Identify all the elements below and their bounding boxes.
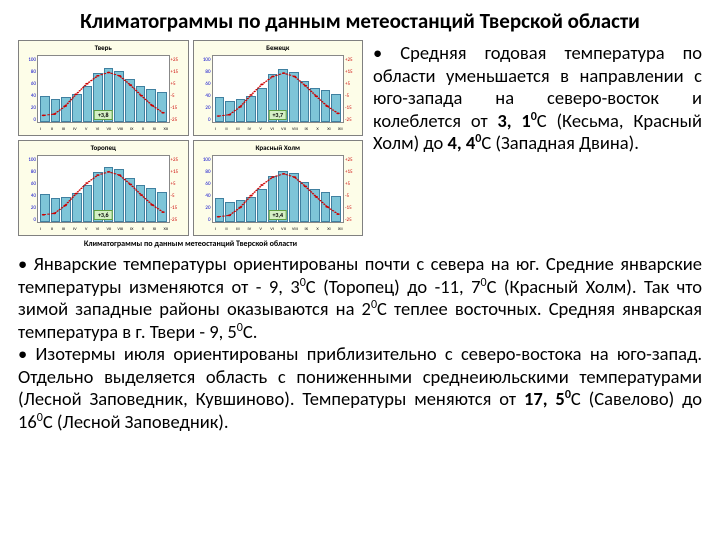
x-axis-months: IIIIIIIVVVIVIIVIIIIXXXIXII (210, 227, 347, 235)
climatogram-0: Тверь100806040200 +3,8 +25+15+5-5-15-25III… (18, 40, 189, 136)
chart-title: Бежецк (196, 43, 361, 52)
y-axis-temp: +25+15+5-5-15-25 (344, 53, 360, 131)
climatogram-2: Торопец100806040200 +3,6 +25+15+5-5-15-25I… (18, 140, 189, 236)
climatogram-3: Красный Холм100806040200 +3,4 +25+15+5-5-1… (193, 140, 364, 236)
y-axis-temp: +25+15+5-5-15-25 (170, 53, 186, 131)
avg-temp-badge: +3,8 (94, 110, 113, 120)
y-axis-temp: +25+15+5-5-15-25 (344, 153, 360, 231)
right-bullet-text: • Средняя годовая температура по области… (373, 40, 702, 249)
x-axis-months: IIIIIIIVVVIVIIVIIIIXXXIXII (210, 127, 347, 135)
climatogram-1: Бежецк100806040200 +3,7 +25+15+5-5-15-25II… (193, 40, 364, 136)
plot-area: +3,6 (37, 155, 170, 223)
avg-temp-badge: +3,7 (268, 110, 287, 120)
y-axis-precip: 100806040200 (196, 53, 212, 131)
avg-temp-badge: +3,6 (94, 210, 113, 220)
avg-temp-badge: +3,4 (268, 210, 287, 220)
y-axis-temp: +25+15+5-5-15-25 (170, 153, 186, 231)
chart-grid: Тверь100806040200+3,8+25+15+5-5-15-25III… (18, 40, 363, 236)
page-title: Климатограммы по данным метеостанций Тве… (18, 8, 702, 34)
charts-caption: Климатограммы по данным метеостанций Тве… (18, 239, 363, 249)
y-axis-precip: 100806040200 (21, 53, 37, 131)
y-axis-precip: 100806040200 (21, 153, 37, 231)
plot-area: +3,8 (37, 55, 170, 123)
x-axis-months: IIIIIIIVVVIVIIVIIIIXXXIXII (35, 227, 172, 235)
x-axis-months: IIIIIIIVVVIVIIVIIIIXXXIXII (35, 127, 172, 135)
chart-title: Торопец (21, 143, 186, 152)
charts-block: Тверь100806040200+3,8+25+15+5-5-15-25III… (18, 40, 363, 249)
plot-area: +3,7 (212, 55, 345, 123)
chart-title: Красный Холм (196, 143, 361, 152)
lower-text: • Январские температуры ориентированы по… (18, 253, 702, 434)
plot-area: +3,4 (212, 155, 345, 223)
chart-title: Тверь (21, 43, 186, 52)
upper-row: Тверь100806040200+3,8+25+15+5-5-15-25III… (18, 40, 702, 249)
y-axis-precip: 100806040200 (196, 153, 212, 231)
